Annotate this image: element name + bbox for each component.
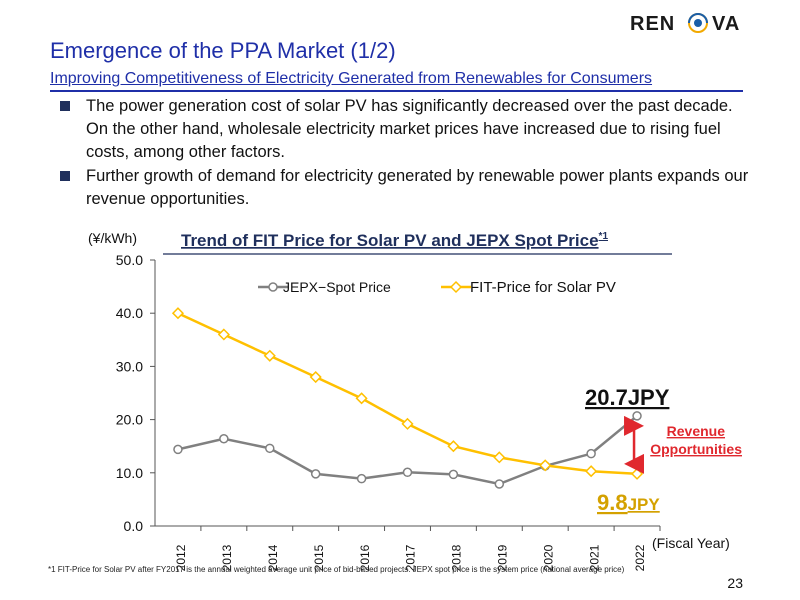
x-tick-label: 2021 bbox=[587, 544, 601, 571]
fit-value-unit: JPY bbox=[628, 495, 661, 514]
revenue-gap-label-line1: Revenue bbox=[667, 423, 726, 439]
x-tick-label: 2013 bbox=[220, 544, 234, 571]
jepx-data-point bbox=[265, 443, 275, 454]
jepx-data-point bbox=[448, 469, 459, 480]
x-tick-label: 2020 bbox=[541, 544, 555, 571]
jepx-data-point bbox=[310, 469, 321, 479]
y-tick-label: 20.0 bbox=[116, 412, 143, 428]
jepx-data-point bbox=[402, 467, 413, 478]
bullet-item: The power generation cost of solar PV ha… bbox=[60, 95, 750, 164]
x-tick-label: 2017 bbox=[404, 544, 418, 571]
chart-body: 0.0 10.0 20.0 30.0 40.0 50.0 2012 2013 2014 2015 2… bbox=[116, 252, 742, 571]
chart-title: Trend of FIT Price for Solar PV and JEPX… bbox=[181, 231, 608, 250]
fit-data-point bbox=[309, 370, 322, 384]
jepx-value-label: 20.7JPY bbox=[585, 385, 670, 410]
x-tick-label: 2019 bbox=[495, 544, 509, 571]
x-tick-label: 2016 bbox=[358, 544, 372, 571]
fit-data-point bbox=[355, 392, 368, 405]
fit-data-point bbox=[171, 307, 185, 320]
x-tick-label: 2018 bbox=[450, 544, 464, 571]
jepx-data-point bbox=[632, 411, 642, 421]
bullet-text: The power generation cost of solar PV ha… bbox=[86, 97, 733, 161]
jepx-data-point bbox=[356, 473, 367, 484]
fit-data-point bbox=[401, 417, 414, 430]
logo-mark-icon bbox=[688, 13, 708, 33]
footnote: *1 FIT-Price for Solar PV after FY2017 i… bbox=[48, 565, 625, 574]
x-tick-label: 2012 bbox=[174, 544, 188, 571]
bullet-text: Further growth of demand for electricity… bbox=[86, 167, 749, 208]
y-axis-label: (¥/kWh) bbox=[88, 230, 137, 246]
square-bullet-icon bbox=[60, 101, 70, 111]
page-number: 23 bbox=[727, 575, 743, 591]
svg-text:VA: VA bbox=[712, 13, 740, 35]
fit-data-point bbox=[585, 465, 598, 478]
chart-title-text: Trend of FIT Price for Solar PV and JEPX… bbox=[181, 231, 599, 250]
y-tick-label: 10.0 bbox=[116, 465, 143, 481]
jepx-data-point bbox=[586, 448, 596, 459]
fit-series-line bbox=[177, 312, 638, 476]
page-title: Emergence of the PPA Market (1/2) bbox=[50, 38, 396, 63]
fit-data-point bbox=[217, 328, 230, 341]
y-tick-label: 0.0 bbox=[124, 518, 144, 534]
legend-fit-label: FIT-Price for Solar PV bbox=[470, 279, 616, 296]
legend-fit-marker bbox=[449, 280, 463, 294]
y-tick-label: 50.0 bbox=[116, 252, 143, 268]
svg-text:REN: REN bbox=[630, 13, 675, 35]
page-subtitle: Improving Competitiveness of Electricity… bbox=[50, 70, 653, 87]
fit-data-point bbox=[630, 467, 644, 480]
fit-value-label: 9.8JPY bbox=[597, 490, 660, 515]
revenue-gap-label-line2: Opportunities bbox=[650, 441, 742, 457]
fit-data-point bbox=[539, 459, 552, 472]
renova-logo: REN VA bbox=[630, 13, 740, 35]
title-divider bbox=[50, 90, 743, 92]
x-axis-label: (Fiscal Year) bbox=[652, 535, 730, 551]
jepx-data-point bbox=[494, 479, 505, 489]
jepx-data-point bbox=[173, 444, 183, 455]
x-tick-label: 2022 bbox=[633, 544, 647, 571]
fit-data-point bbox=[447, 440, 460, 453]
fit-data-point bbox=[263, 349, 276, 362]
legend-jepx-marker bbox=[268, 282, 278, 292]
bullet-list: The power generation cost of solar PV ha… bbox=[60, 95, 750, 212]
y-tick-label: 30.0 bbox=[116, 358, 143, 374]
x-tick-label: 2014 bbox=[266, 544, 280, 571]
x-tick-label: 2015 bbox=[312, 544, 326, 571]
fit-value-number: 9.8 bbox=[597, 490, 628, 515]
jepx-data-point bbox=[219, 434, 229, 444]
bullet-item: Further growth of demand for electricity… bbox=[60, 165, 750, 211]
fit-data-point bbox=[493, 451, 506, 464]
square-bullet-icon bbox=[60, 171, 70, 181]
chart-title-superscript: *1 bbox=[599, 231, 609, 242]
y-tick-label: 40.0 bbox=[116, 305, 143, 321]
legend-jepx-label: JEPX−Spot Price bbox=[283, 279, 391, 295]
